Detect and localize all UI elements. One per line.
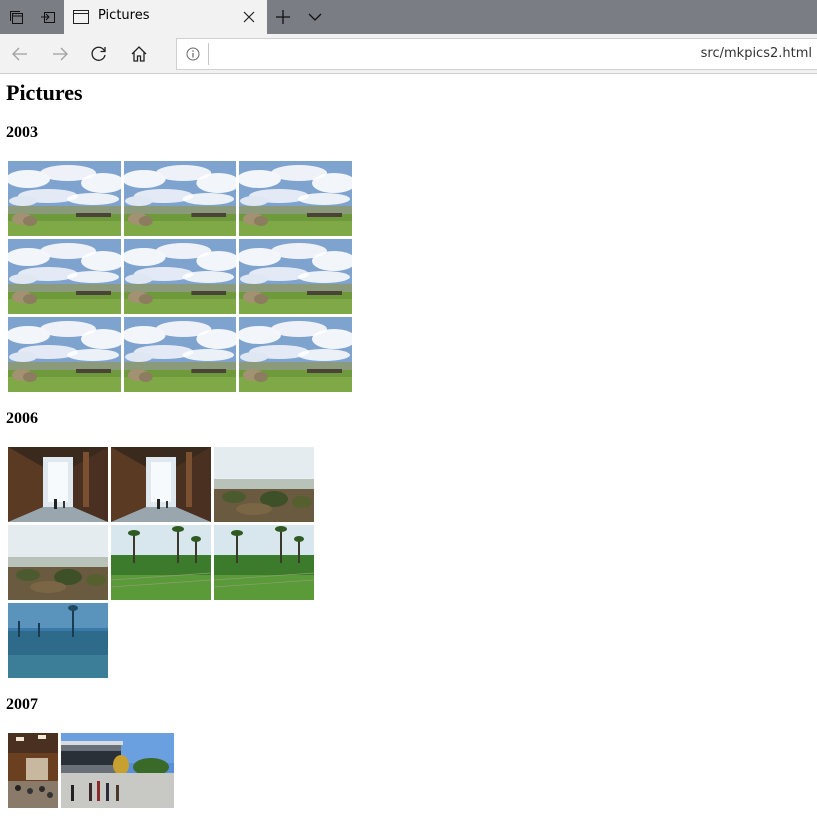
back-arrow-icon xyxy=(11,45,29,63)
photo-savanna[interactable] xyxy=(8,525,108,600)
photo-palms[interactable] xyxy=(111,525,211,600)
close-icon[interactable] xyxy=(241,9,257,25)
page-title: Pictures xyxy=(6,80,83,106)
photo-clouds-field[interactable] xyxy=(124,239,236,314)
tab-title: Pictures xyxy=(98,8,149,23)
photo-clouds-field[interactable] xyxy=(124,161,236,236)
home-button[interactable] xyxy=(124,40,154,68)
navigation-bar: src/mkpics2.html xyxy=(0,34,817,74)
address-bar[interactable]: src/mkpics2.html xyxy=(176,38,817,70)
forward-button[interactable] xyxy=(45,40,75,68)
tab-manager-icon xyxy=(8,9,24,25)
forward-arrow-icon xyxy=(51,45,69,63)
tab-manager-button[interactable] xyxy=(0,0,32,34)
page-icon xyxy=(73,10,89,24)
address-separator xyxy=(208,43,209,65)
section-heading-2003: 2003 xyxy=(6,124,38,142)
back-button[interactable] xyxy=(5,40,35,68)
photo-clouds-field[interactable] xyxy=(124,317,236,392)
tab-pictures[interactable]: Pictures xyxy=(64,0,267,34)
photo-clouds-field[interactable] xyxy=(8,161,121,236)
chevron-down-icon xyxy=(307,9,323,25)
page-content: Pictures 2003 2006 2007 xyxy=(0,74,817,827)
refresh-icon xyxy=(90,45,108,63)
photo-corridor[interactable] xyxy=(8,447,108,522)
photo-clouds-field[interactable] xyxy=(239,239,352,314)
tab-list-button[interactable] xyxy=(299,0,331,34)
photo-corridor[interactable] xyxy=(111,447,211,522)
refresh-button[interactable] xyxy=(84,40,114,68)
section-heading-2006: 2006 xyxy=(6,410,38,428)
photo-palms[interactable] xyxy=(214,525,314,600)
set-tabs-aside-button[interactable] xyxy=(32,0,64,34)
set-tabs-aside-icon xyxy=(40,9,56,25)
address-url[interactable]: src/mkpics2.html xyxy=(701,46,812,61)
photo-clouds-field[interactable] xyxy=(239,317,352,392)
info-icon[interactable] xyxy=(186,47,200,61)
photo-crowd-hall[interactable] xyxy=(8,733,58,808)
photo-savanna[interactable] xyxy=(214,447,314,522)
new-tab-button[interactable] xyxy=(267,0,299,34)
photo-clouds-field[interactable] xyxy=(8,239,121,314)
photo-clouds-field[interactable] xyxy=(239,161,352,236)
plus-icon xyxy=(275,9,291,25)
photo-clouds-field[interactable] xyxy=(8,317,121,392)
section-heading-2007: 2007 xyxy=(6,696,38,714)
photo-palms-blue[interactable] xyxy=(8,603,108,678)
home-icon xyxy=(130,45,148,63)
title-bar: Pictures xyxy=(0,0,817,34)
photo-building-plaza[interactable] xyxy=(61,733,174,808)
